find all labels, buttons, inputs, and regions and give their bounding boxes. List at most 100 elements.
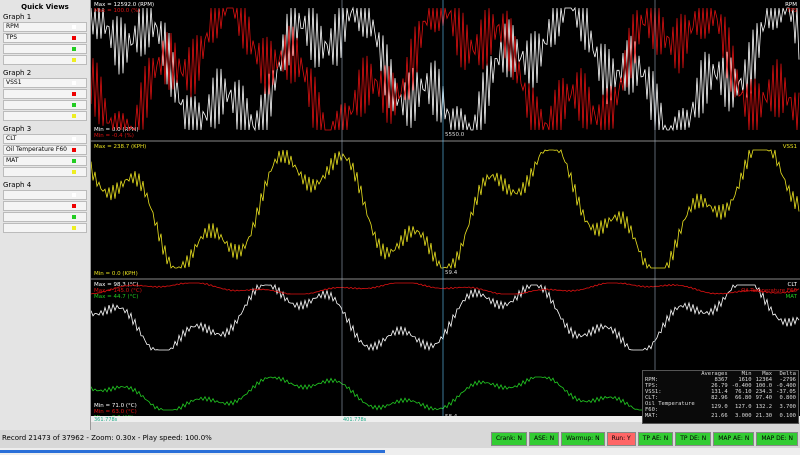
group: Graph 2 VSS1 xyxy=(3,69,87,121)
trace-max: Max = 145.0 (°C) xyxy=(94,288,142,294)
indicator: Run: Y xyxy=(606,432,636,446)
trace-min: Min = -0.4 (%) xyxy=(94,133,134,139)
trace-min: Min = 63.0 (°C) xyxy=(94,409,137,415)
trace-max: Max = 12592.0 (RPM) xyxy=(94,2,154,8)
stats-cell: 132.2 xyxy=(755,404,773,410)
stats-row: MAT: 21.66 3.000 21.30 0.100 xyxy=(643,413,798,419)
stats-cell: 100.0 xyxy=(755,383,773,389)
trace-max: Max = 238.7 (KPH) xyxy=(94,144,146,150)
indicator: TP AE: N xyxy=(637,432,674,446)
trace xyxy=(91,6,800,132)
item-label: VSS1 xyxy=(6,79,22,86)
plots: Max = 12592.0 (RPM) Min = 0.0 (RPM) RPM Max… xyxy=(91,0,800,422)
stats-cell: 129.0 xyxy=(711,404,728,410)
trace xyxy=(91,283,800,352)
stats-header: Averages Min Max Delta xyxy=(643,371,798,377)
color-dot xyxy=(72,215,76,219)
stats-heading: Averages xyxy=(701,371,728,377)
item-label: CLT xyxy=(6,135,17,142)
stats-row: VSS1: 131.4 76.10 234.3 -37.05 xyxy=(643,389,798,395)
quick-view-row[interactable] xyxy=(3,190,87,200)
quick-view-row[interactable] xyxy=(3,201,87,211)
stats-cell: MAT: xyxy=(645,413,659,419)
quick-view-row[interactable] xyxy=(3,167,87,177)
stats-cell: 0.100 xyxy=(779,413,796,419)
stats-cell: 3.700 xyxy=(779,404,796,410)
trace-min: Min = 0.0 (KPH) xyxy=(94,271,138,277)
stats-row: RPM: 8367 1610 12364 -2796 xyxy=(643,377,798,383)
stats-cell: 66.80 xyxy=(735,395,752,401)
trace-max: Max = 98.3 (°C) xyxy=(94,282,138,288)
group-label: Graph 2 xyxy=(3,69,32,77)
status-bar: Record 21473 of 37962 - Zoom: 0.30x - Pl… xyxy=(0,432,800,446)
sidebar-title: Quick Views xyxy=(21,3,69,11)
stats-row: Oil Temperature F60: 129.0 127.0 132.2 3.700 xyxy=(643,401,798,413)
trace xyxy=(91,7,800,132)
quick-view-row[interactable] xyxy=(3,55,87,65)
trace-name: MAT xyxy=(786,294,798,300)
stats-row: CLT: 82.96 66.80 97.40 0.800 xyxy=(643,395,798,401)
quick-view-row[interactable]: Oil Temperature F60 xyxy=(3,145,87,155)
sidebar: Quick Views Graph 1 RPM TPS Graph 2 VSS1 Grap… xyxy=(0,0,91,430)
indicator: MAP AE: N xyxy=(713,432,755,446)
quick-view-row[interactable]: TPS xyxy=(3,33,87,43)
color-dot xyxy=(72,81,76,85)
stats-cell: 12364 xyxy=(755,377,773,383)
quick-view-row[interactable] xyxy=(3,44,87,54)
group-label: Graph 3 xyxy=(3,125,32,133)
trace xyxy=(91,149,800,270)
stats-heading: Max xyxy=(762,371,773,377)
quick-view-row[interactable] xyxy=(3,223,87,233)
quick-view-row[interactable] xyxy=(3,212,87,222)
stats-cell: 127.0 xyxy=(735,404,752,410)
stats-cell: -2796 xyxy=(779,377,796,383)
trace-name: CLT xyxy=(787,282,797,288)
trace xyxy=(91,282,800,295)
trace-name: VSS1 xyxy=(783,144,797,150)
status-text: Record 21473 of 37962 - Zoom: 0.30x - Pl… xyxy=(2,434,212,442)
quick-view-row[interactable] xyxy=(3,89,87,99)
quick-view-row[interactable]: RPM xyxy=(3,22,87,32)
stats-panel: Averages Min Max Delta RPM: 8367 1610 12364 -279… xyxy=(642,370,799,424)
group-label: Graph 4 xyxy=(3,181,32,189)
indicators: Crank: N ASE: N Warmup: N Run: Y TP AE: N TP … xyxy=(490,432,798,446)
item-label: MAT xyxy=(6,157,19,164)
indicator: Crank: N xyxy=(490,432,527,446)
stats-cell: 97.40 xyxy=(755,395,773,401)
group-label: Graph 1 xyxy=(3,13,32,21)
stats-cell: 21.30 xyxy=(755,413,773,419)
stats-cell: 131.4 xyxy=(711,389,728,395)
stats-cell: 0.800 xyxy=(779,395,796,401)
color-dot xyxy=(72,193,76,197)
stats-cell: VSS1: xyxy=(645,389,662,395)
trace-name: TPS xyxy=(786,8,798,14)
group: Graph 1 RPM TPS xyxy=(3,13,87,65)
stats-cell: -0.400 xyxy=(776,383,796,389)
stats-heading: Min xyxy=(741,371,752,377)
progress-fill xyxy=(0,450,385,453)
trace-max: Max = 100.0 (%) xyxy=(94,8,141,14)
indicator: Warmup: N xyxy=(561,432,605,446)
stats-table: Averages Min Max Delta RPM: 8367 1610 12364 -279… xyxy=(643,371,798,419)
color-dot xyxy=(72,47,76,51)
indicator: MAP DE: N xyxy=(756,432,798,446)
trace-name: Oil Temperature F60 xyxy=(741,288,797,294)
stats-cell: 8367 xyxy=(714,377,728,383)
color-dot xyxy=(72,137,76,141)
quick-view-row[interactable]: CLT xyxy=(3,134,87,144)
indicator: TP DE: N xyxy=(675,432,712,446)
quick-view-row[interactable]: MAT xyxy=(3,156,87,166)
group: Graph 4 xyxy=(3,181,87,233)
quick-view-row[interactable]: VSS1 xyxy=(3,78,87,88)
timeline-label: 361.778s xyxy=(94,417,118,422)
stats-cell: 21.66 xyxy=(711,413,728,419)
color-dot xyxy=(72,148,76,152)
quick-view-row[interactable] xyxy=(3,100,87,110)
quick-view-row[interactable] xyxy=(3,111,87,121)
groups: Graph 1 RPM TPS Graph 2 VSS1 Graph 3 CLT Oil Te… xyxy=(0,13,90,233)
stats-cell: -0.400 xyxy=(731,383,752,389)
color-dot xyxy=(72,36,76,40)
stats-cell: -37.05 xyxy=(776,389,796,395)
color-dot xyxy=(72,114,76,118)
color-dot xyxy=(72,25,76,29)
